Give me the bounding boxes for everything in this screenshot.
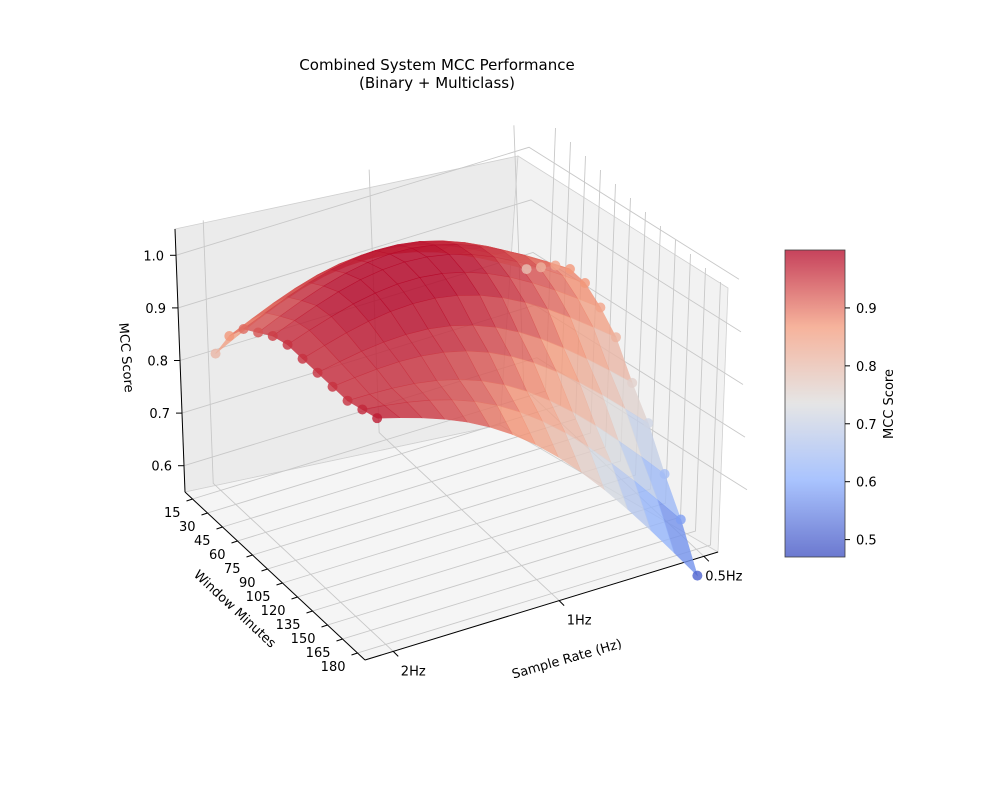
z-tick-label: 0.6 — [151, 460, 172, 475]
y-tick — [558, 600, 565, 606]
x-tick-label: 105 — [246, 590, 271, 605]
axes-panes — [174, 155, 729, 661]
z-gridline — [177, 199, 742, 333]
x-tick — [276, 582, 283, 586]
data-point — [267, 330, 278, 341]
x-tick-label: 60 — [209, 548, 226, 563]
x-tick — [201, 512, 208, 516]
x-gridline — [342, 267, 706, 640]
data-point — [521, 264, 532, 275]
x-tick-label: 45 — [194, 534, 211, 549]
data-point — [535, 262, 546, 273]
data-point — [282, 339, 293, 350]
colorbar-tick-label: 0.7 — [856, 418, 877, 433]
x-gridline — [357, 281, 721, 654]
colorbar: 0.5 0.6 0.7 0.8 0.9 MCC Score — [784, 249, 897, 558]
x-tick — [291, 596, 298, 600]
data-point — [297, 353, 308, 364]
y-tick-label: 1Hz — [567, 614, 592, 629]
y-axis-line — [364, 551, 719, 661]
colorbar-tick-label: 0.6 — [856, 476, 877, 491]
x-tick-label: 75 — [224, 562, 241, 577]
colorbar-ticks: 0.5 0.6 0.7 0.8 0.9 — [845, 302, 877, 549]
x-tick — [216, 526, 223, 530]
x-tick — [351, 652, 358, 656]
y-tick — [703, 555, 710, 562]
x-tick-label: 165 — [306, 646, 331, 661]
data-point — [372, 413, 383, 424]
x-tick — [321, 624, 328, 628]
x-tick-label: 150 — [291, 632, 316, 647]
data-point — [312, 367, 323, 378]
x-tick-label: 180 — [321, 660, 346, 675]
data-point — [238, 324, 249, 334]
data-point — [659, 468, 670, 479]
data-point — [675, 514, 686, 525]
chart-title: Combined System MCC Performance — [299, 56, 574, 74]
data-point — [627, 377, 638, 388]
x-axis-line — [184, 491, 366, 661]
data-point — [550, 260, 561, 271]
y-gridline — [202, 220, 394, 652]
y-tick — [392, 651, 399, 657]
z-gridline — [175, 146, 740, 280]
x-tick — [186, 498, 193, 502]
x-tick-label: 135 — [276, 618, 301, 633]
surface-mesh — [215, 240, 699, 577]
surface-patch — [361, 405, 401, 419]
y-tick-label: 0.5Hz — [705, 569, 742, 584]
x-tick — [246, 554, 253, 558]
colorbar-tick-label: 0.5 — [856, 534, 877, 549]
y-axis-label: Sample Rate (Hz) — [510, 637, 623, 683]
colorbar-tick-label: 0.8 — [856, 360, 877, 375]
colorbar-tick-label: 0.9 — [856, 302, 877, 317]
x-tick-label: 15 — [164, 506, 181, 521]
data-point — [595, 302, 606, 313]
z-tick-label: 1.0 — [143, 249, 164, 264]
y-tick-label: 2Hz — [401, 664, 426, 679]
z-tick-label: 0.9 — [145, 302, 166, 317]
data-point — [224, 331, 235, 342]
x-tick — [306, 610, 313, 614]
data-point — [357, 404, 368, 415]
grid-lines — [175, 125, 748, 654]
colorbar-label: MCC Score — [882, 369, 897, 439]
colorbar-gradient — [784, 249, 846, 558]
z-tick-label: 0.7 — [149, 407, 170, 422]
x-tick-label: 120 — [261, 604, 286, 619]
x-tick-label: 90 — [239, 576, 256, 591]
data-point — [643, 418, 654, 429]
data-point — [579, 278, 590, 288]
data-point — [342, 395, 353, 406]
data-point — [692, 570, 703, 581]
x-tick — [336, 638, 343, 642]
data-points — [210, 260, 703, 581]
data-point — [327, 381, 338, 392]
data-point — [210, 348, 221, 359]
tick-group: 0.60.70.80.91.01530456075901051201351501… — [143, 249, 742, 679]
x-tick — [231, 540, 238, 544]
x-tick-label: 30 — [179, 520, 196, 535]
chart-subtitle: (Binary + Multiclass) — [359, 74, 515, 92]
z-tick-label: 0.8 — [147, 355, 168, 370]
data-point — [564, 264, 575, 274]
x-tick — [261, 568, 268, 572]
data-point — [610, 332, 621, 343]
z-axis-label: MCC Score — [115, 322, 136, 393]
data-point — [253, 327, 264, 338]
